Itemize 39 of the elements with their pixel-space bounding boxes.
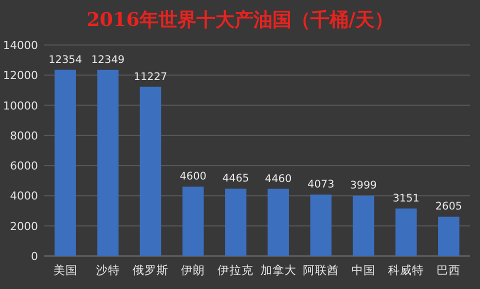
data-label: 2605 bbox=[435, 200, 462, 213]
y-tick-label: 2000 bbox=[10, 220, 38, 233]
chart-title: 2016年世界十大产油国（千桶/天） bbox=[86, 9, 394, 31]
x-tick-label: 俄罗斯 bbox=[132, 263, 168, 277]
data-label: 12349 bbox=[91, 54, 125, 66]
x-tick-label: 巴西 bbox=[436, 263, 461, 277]
y-tick-label: 8000 bbox=[10, 129, 38, 142]
data-label: 4465 bbox=[222, 172, 250, 185]
y-tick-label: 10000 bbox=[3, 99, 38, 112]
bar bbox=[54, 70, 76, 256]
x-tick-label: 伊拉克 bbox=[218, 263, 254, 277]
y-tick-label: 6000 bbox=[10, 160, 38, 173]
y-tick-label: 4000 bbox=[10, 190, 38, 203]
bar bbox=[97, 70, 119, 256]
data-label: 4600 bbox=[180, 170, 206, 183]
data-label: 3151 bbox=[392, 192, 420, 205]
data-label: 4460 bbox=[264, 172, 292, 185]
x-tick-label: 美国 bbox=[53, 263, 78, 277]
x-tick-label: 科威特 bbox=[388, 263, 424, 277]
y-tick-label: 0 bbox=[31, 250, 38, 263]
x-tick-label: 阿联酋 bbox=[302, 263, 339, 277]
bar bbox=[352, 196, 374, 256]
bar bbox=[310, 194, 332, 256]
data-label: 11227 bbox=[134, 70, 168, 83]
data-label: 4073 bbox=[308, 178, 334, 191]
x-tick-label: 沙特 bbox=[96, 263, 120, 277]
x-tick-label: 中国 bbox=[352, 263, 376, 277]
bar bbox=[140, 86, 162, 256]
bar bbox=[395, 208, 417, 256]
bar bbox=[182, 186, 204, 256]
x-tick-label: 伊朗 bbox=[181, 263, 206, 277]
y-tick-label: 12000 bbox=[3, 69, 38, 82]
bar bbox=[225, 188, 246, 256]
y-tick-label: 14000 bbox=[3, 39, 38, 52]
data-label: 3999 bbox=[350, 180, 377, 192]
data-label: 12354 bbox=[48, 54, 82, 66]
bar bbox=[268, 188, 289, 256]
x-tick-label: 加拿大 bbox=[260, 263, 296, 277]
bar bbox=[438, 216, 460, 256]
